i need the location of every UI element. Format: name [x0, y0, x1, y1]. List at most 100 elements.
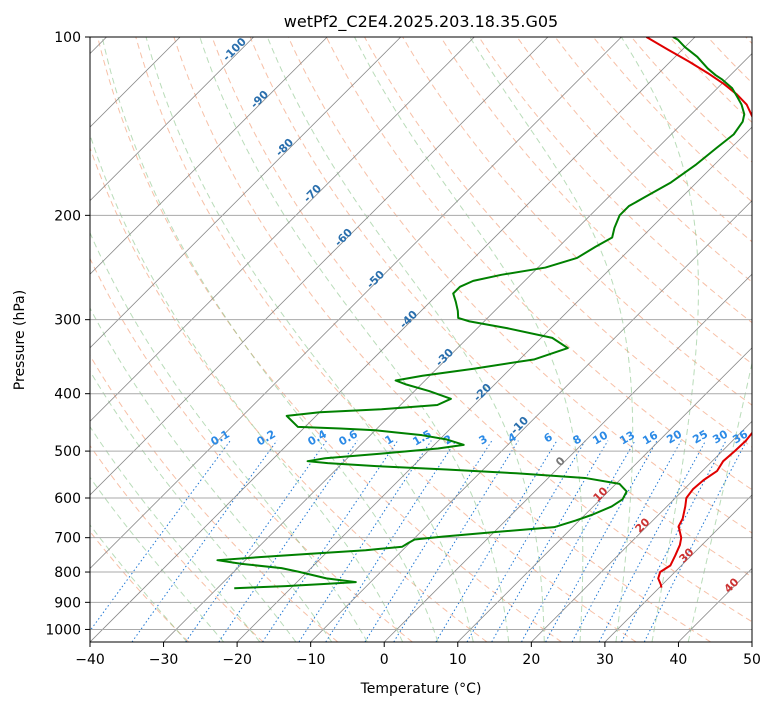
moist-adiabat	[199, 37, 510, 642]
mixing-ratio-line	[621, 440, 727, 642]
moist-adiabat	[354, 37, 584, 642]
mixing-ratio-line	[90, 440, 231, 632]
mixing-ratio-label: 20	[664, 427, 684, 446]
dry-adiabat	[325, 37, 752, 491]
mixing-ratio-label: 16	[640, 428, 660, 447]
dry-adiabat-label: -20	[471, 381, 494, 404]
isotherm	[457, 347, 752, 642]
dry-adiabat	[364, 37, 752, 448]
dry-adiabat	[707, 37, 752, 84]
isotherm	[163, 52, 752, 642]
x-axis-label: Temperature (°C)	[360, 681, 482, 697]
x-tick-label: 0	[380, 652, 389, 668]
x-tick-label: 30	[596, 652, 614, 668]
y-tick-label: 200	[54, 208, 81, 224]
moist-adiabat	[90, 370, 297, 642]
dry-adiabat	[90, 146, 488, 642]
dry-adiabat-label: -70	[301, 182, 324, 205]
plot-area: -100-90-80-70-60-50-40-30-20-100.1 0.2 0.4…	[90, 35, 752, 642]
mixing-ratio-line	[571, 440, 682, 642]
isotherm	[604, 494, 752, 642]
mixing-ratio-label: 13	[617, 429, 637, 448]
isotherm	[90, 37, 549, 496]
mixing-ratio-label: 1	[383, 432, 396, 447]
dry-adiabat-label: -40	[397, 308, 420, 331]
isotherm	[90, 37, 402, 349]
y-tick-label: 400	[54, 387, 81, 403]
mixing-ratio-label: 0.1	[209, 427, 232, 448]
dry-adiabat	[478, 37, 752, 324]
dry-adiabat	[745, 37, 752, 45]
moist-adiabat	[90, 307, 333, 642]
mixing-ratio-line	[131, 440, 278, 642]
mixing-ratio-line	[643, 440, 748, 642]
moist-adiabat	[101, 37, 439, 642]
y-tick-label: 300	[54, 313, 81, 329]
moist-adiabat	[620, 37, 699, 642]
mixing-ratio-label: 30	[710, 427, 730, 446]
mixing-ratio-line	[545, 440, 658, 642]
isotherm	[751, 641, 752, 642]
dry-adiabat-label: -90	[248, 88, 271, 111]
mixing-ratio-line	[325, 440, 457, 642]
x-tick-label: −30	[149, 652, 179, 668]
moist-adiabat-label: 30	[677, 545, 697, 565]
dry-adiabat	[135, 37, 637, 642]
isotherm	[90, 37, 475, 422]
mixing-ratio-label: 1.5	[411, 427, 434, 448]
mixing-ratio-line	[262, 440, 399, 642]
temperature-profile	[645, 37, 752, 588]
mixing-ratio-label: 25	[690, 428, 710, 447]
x-tick-label: −10	[296, 652, 326, 668]
y-tick-label: 1000	[45, 622, 81, 638]
moist-adiabat	[469, 37, 634, 642]
dry-adiabat	[287, 37, 752, 534]
dry-adiabat	[631, 37, 752, 163]
moist-adiabat-label: 0	[553, 454, 568, 469]
dry-adiabat-label: -80	[273, 136, 296, 159]
moist-adiabat	[687, 360, 752, 642]
x-tick-label: 50	[743, 652, 761, 668]
dry-adiabat	[90, 444, 264, 642]
moist-adiabat	[90, 231, 368, 642]
moist-adiabat	[90, 133, 404, 642]
dry-adiabat-label: -30	[433, 346, 456, 369]
dewpoint-profile	[216, 37, 746, 590]
x-tick-label: 10	[449, 652, 467, 668]
dry-adiabat-label: -100	[220, 35, 249, 64]
dry-adiabat	[211, 37, 752, 623]
moist-adiabat	[90, 524, 188, 642]
moist-adiabat-label: 40	[722, 575, 742, 595]
moist-adiabat-label: 20	[633, 515, 653, 535]
mixing-ratio-line	[466, 440, 586, 642]
mixing-ratio-line	[218, 440, 358, 642]
isotherm	[90, 37, 328, 275]
x-tick-label: 20	[522, 652, 540, 668]
axis-ticks: −40 −30 −20 −10 0 10 20 30 40 5010020030040050060…	[45, 30, 761, 668]
dry-adiabat	[440, 37, 752, 365]
y-axis-label: Pressure (hPa)	[12, 290, 28, 390]
dry-adiabat	[402, 37, 752, 406]
dry-adiabat	[554, 37, 752, 243]
y-tick-label: 700	[54, 531, 81, 547]
mixing-ratio-line	[364, 440, 493, 642]
isotherm	[236, 126, 752, 642]
isotherm	[90, 37, 254, 202]
dry-adiabat	[173, 37, 712, 642]
chart-title: wetPf2_C2E4.2025.203.18.35.G05	[284, 12, 558, 32]
isotherm	[90, 37, 622, 570]
plot-frame	[89, 36, 753, 643]
y-tick-label: 800	[54, 565, 81, 581]
mixing-ratio-label: 0.2	[255, 427, 278, 448]
mixing-ratio-line	[521, 440, 636, 642]
dry-adiabat	[90, 530, 189, 642]
dry-adiabat-label: -60	[332, 226, 355, 249]
moist-adiabat	[145, 37, 474, 642]
mixing-ratio-label: 10	[590, 428, 610, 447]
dry-adiabat-label: -50	[364, 268, 387, 291]
y-tick-label: 500	[54, 444, 81, 460]
mixing-ratio-label: 6	[542, 430, 555, 445]
x-tick-label: −40	[75, 652, 105, 668]
moist-adiabat	[266, 37, 545, 642]
moist-adiabat	[90, 425, 261, 642]
